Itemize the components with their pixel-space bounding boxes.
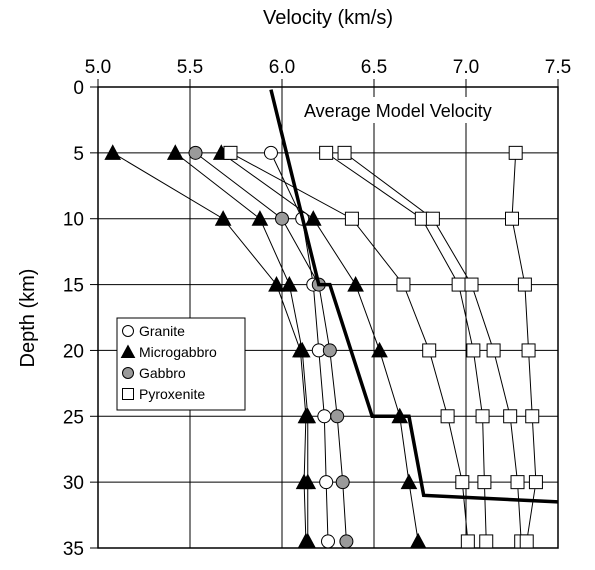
marker bbox=[268, 276, 285, 292]
marker bbox=[223, 145, 238, 160]
marker bbox=[281, 276, 298, 292]
marker bbox=[299, 407, 317, 424]
marker bbox=[517, 277, 532, 292]
legend-label: Microgabbro bbox=[139, 344, 217, 360]
marker bbox=[339, 534, 354, 549]
marker bbox=[466, 343, 481, 358]
marker bbox=[188, 145, 203, 160]
marker bbox=[486, 343, 501, 358]
marker bbox=[275, 211, 289, 226]
marker bbox=[321, 534, 335, 549]
y-tick-label: 30 bbox=[63, 473, 84, 494]
marker bbox=[451, 277, 466, 292]
marker bbox=[214, 210, 232, 226]
marker bbox=[440, 409, 455, 424]
y-axis-title: Depth (km) bbox=[17, 269, 39, 368]
marker bbox=[505, 211, 519, 226]
marker bbox=[293, 341, 311, 358]
marker bbox=[263, 145, 278, 160]
marker bbox=[425, 211, 440, 226]
marker bbox=[122, 367, 134, 379]
marker bbox=[104, 144, 122, 160]
marker bbox=[120, 344, 136, 358]
marker bbox=[422, 343, 437, 358]
x-tick-label: 5.0 bbox=[85, 57, 111, 78]
y-tick-label: 0 bbox=[73, 78, 84, 99]
marker bbox=[335, 475, 350, 490]
legend-box bbox=[116, 317, 246, 411]
marker bbox=[347, 276, 364, 292]
marker bbox=[322, 343, 337, 358]
marker bbox=[396, 277, 411, 292]
marker bbox=[344, 211, 359, 226]
marker bbox=[337, 145, 352, 160]
x-tick-label: 7.0 bbox=[453, 57, 479, 78]
y-tick-label: 5 bbox=[73, 144, 84, 165]
marker bbox=[525, 409, 540, 424]
x-tick-label: 7.5 bbox=[545, 57, 571, 78]
marker bbox=[455, 475, 470, 490]
marker bbox=[510, 475, 525, 490]
legend-label: Granite bbox=[139, 323, 185, 339]
y-tick-label: 25 bbox=[63, 407, 84, 428]
x-tick-label: 6.5 bbox=[361, 57, 387, 78]
marker bbox=[371, 341, 388, 358]
annotation: Average Model Velocity bbox=[304, 101, 492, 121]
y-tick-label: 35 bbox=[63, 539, 84, 560]
marker bbox=[519, 534, 534, 549]
y-tick-label: 15 bbox=[63, 276, 84, 297]
marker bbox=[521, 343, 536, 358]
marker bbox=[409, 532, 427, 549]
x-tick-label: 6.0 bbox=[269, 57, 295, 78]
marker bbox=[528, 475, 543, 490]
marker bbox=[475, 409, 490, 424]
marker bbox=[319, 145, 334, 160]
y-tick-label: 20 bbox=[63, 341, 84, 362]
legend-label: Pyroxenite bbox=[139, 386, 205, 402]
marker bbox=[400, 473, 418, 490]
marker bbox=[330, 409, 345, 424]
marker bbox=[166, 144, 184, 160]
y-tick-label: 10 bbox=[63, 210, 84, 231]
marker bbox=[299, 532, 317, 549]
annotation-bg bbox=[298, 97, 550, 123]
marker bbox=[464, 277, 479, 292]
x-tick-label: 5.5 bbox=[177, 57, 203, 78]
marker bbox=[122, 388, 134, 400]
marker bbox=[503, 409, 518, 424]
marker bbox=[299, 473, 317, 490]
marker bbox=[479, 534, 494, 549]
x-axis-title: Velocity (km/s) bbox=[263, 7, 393, 29]
marker bbox=[319, 475, 334, 490]
model-line bbox=[269, 89, 559, 504]
marker bbox=[477, 475, 492, 490]
marker bbox=[304, 210, 322, 226]
marker bbox=[122, 325, 134, 337]
legend-label: Gabbro bbox=[139, 365, 186, 381]
marker bbox=[317, 409, 332, 424]
marker bbox=[508, 145, 523, 160]
marker bbox=[460, 534, 475, 549]
marker bbox=[251, 210, 269, 226]
